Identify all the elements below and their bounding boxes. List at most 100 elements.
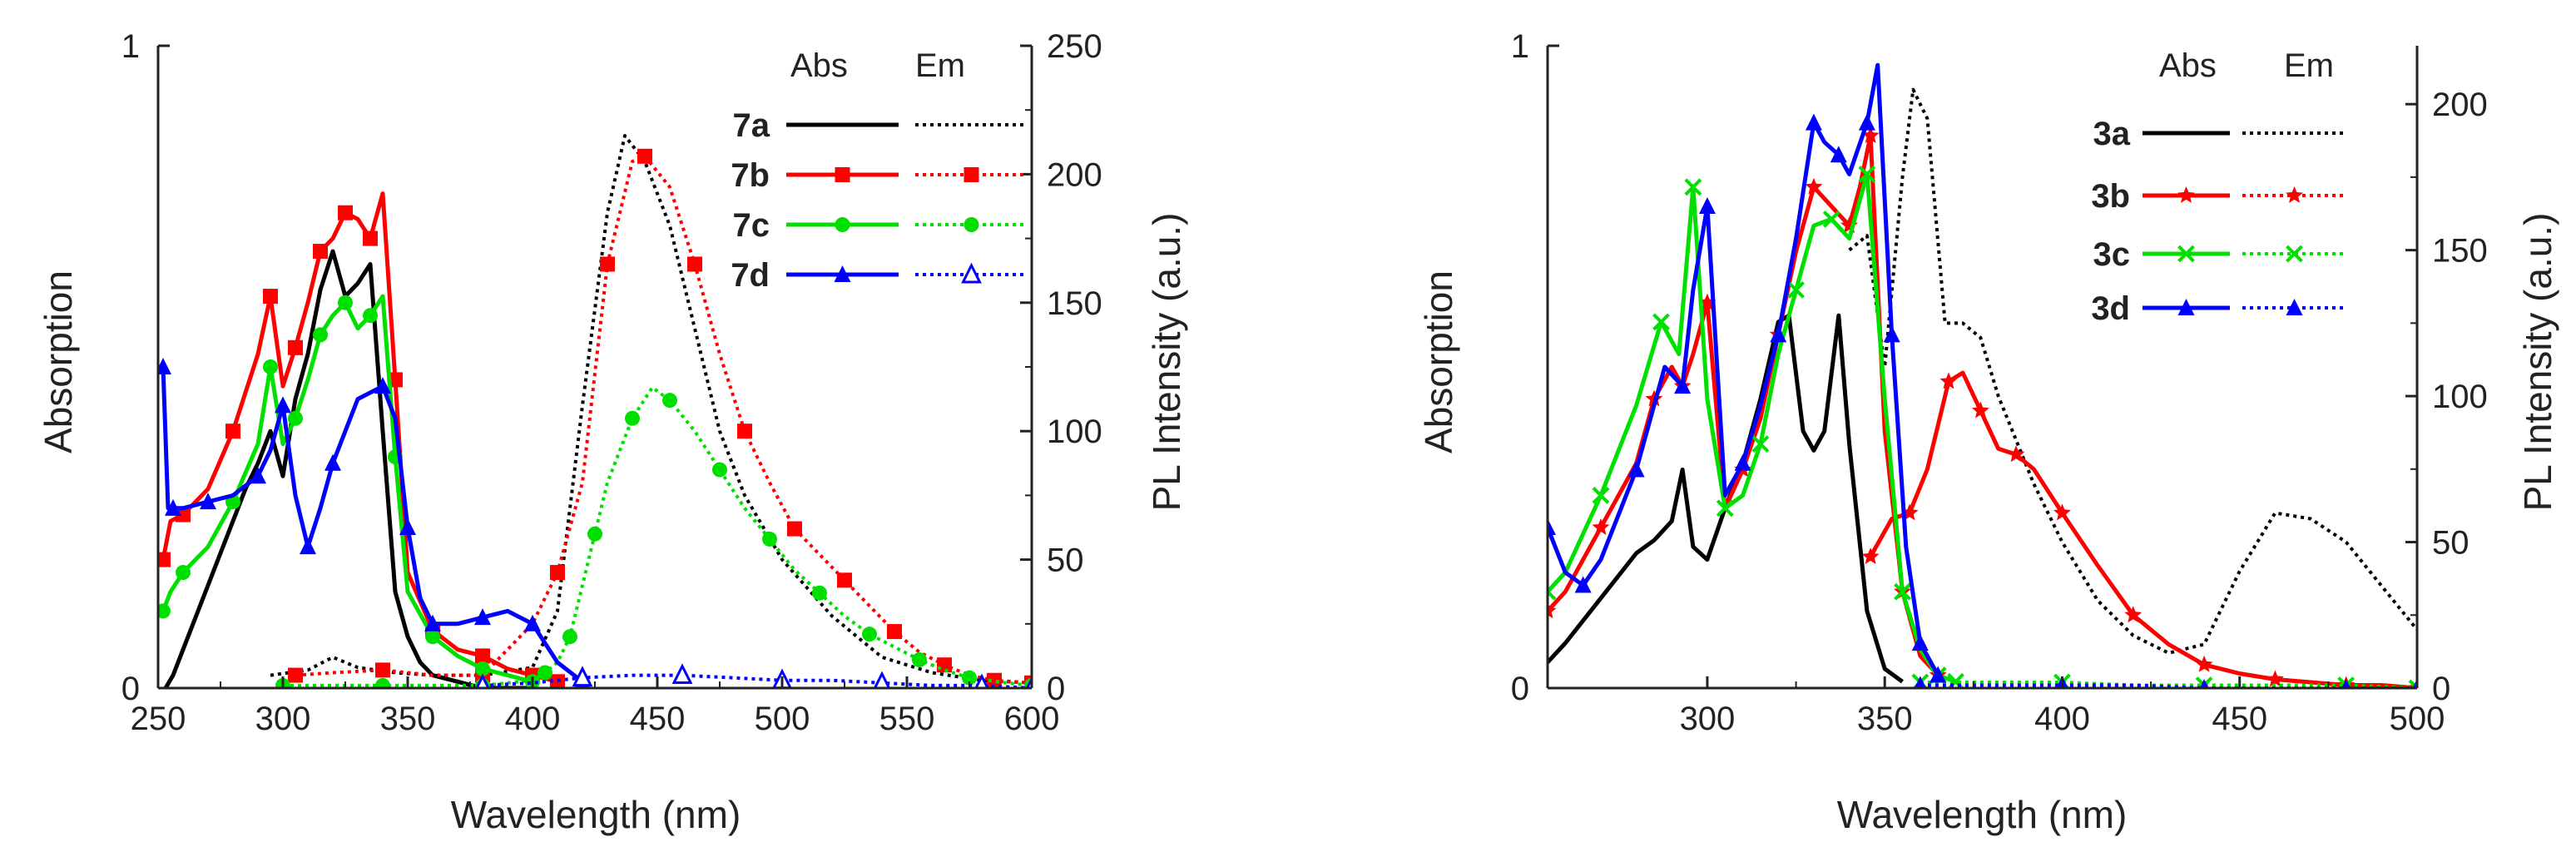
- y2-tick-label: 200: [1047, 156, 1102, 193]
- data-point-3d-abs: [1911, 633, 1929, 651]
- series-line-7d-abs: [161, 366, 584, 684]
- data-point-7d-em: [475, 673, 490, 688]
- data-point-3c-abs: [1716, 499, 1734, 518]
- series-line-3b-em: [1868, 370, 2417, 688]
- data-point-3d-em: [2199, 679, 2209, 688]
- data-point-7d-abs: [374, 377, 391, 394]
- legend-em-marker: [964, 167, 979, 182]
- data-point-7d-abs: [399, 518, 416, 535]
- y-tick-label: 1: [121, 28, 140, 65]
- legend-label: 3c: [2093, 236, 2131, 273]
- x-tick-label: 350: [380, 701, 436, 737]
- data-point-7c-em: [625, 410, 640, 426]
- data-point-7b-em: [637, 148, 652, 164]
- data-point-3b-em: [2195, 655, 2213, 672]
- data-point-3b-em: [1971, 401, 1989, 419]
- data-point-7d-abs: [424, 614, 441, 632]
- data-point-7b-em: [937, 657, 952, 673]
- y-axis-title: Absorption: [37, 270, 80, 453]
- x-tick-label: 550: [879, 701, 935, 737]
- legend-abs-marker: [2177, 299, 2195, 315]
- legend-em-marker: [2286, 245, 2303, 263]
- data-point-3c-abs: [1822, 210, 1840, 228]
- data-point-3d-em: [2341, 679, 2351, 688]
- legend-abs-marker: [2177, 186, 2195, 203]
- data-point-3b-em: [1939, 372, 1958, 389]
- data-point-7c-abs: [158, 603, 171, 619]
- data-point-3c-abs: [1684, 178, 1702, 196]
- data-point-7d-abs: [165, 498, 181, 516]
- x-tick-label: 450: [630, 701, 686, 737]
- data-point-7b-em: [737, 423, 752, 439]
- series-line-7a-em: [270, 134, 1032, 685]
- legend-header: Abs: [2159, 47, 2217, 84]
- data-point-3d-abs: [1770, 325, 1787, 343]
- x-tick-label: 350: [1857, 701, 1913, 737]
- y2-axis-title: PL Intensity (a.u.): [2516, 213, 2559, 512]
- data-point-3b-em: [2124, 606, 2143, 623]
- legend-label: 7d: [731, 257, 770, 294]
- series-line-7c-abs: [161, 294, 533, 684]
- series-line-7c-em: [283, 385, 1032, 687]
- data-point-3c-em: [2408, 679, 2417, 688]
- data-point-7d-abs: [324, 453, 341, 471]
- data-point-7b-abs: [225, 423, 240, 439]
- data-point-7b-em: [987, 672, 1002, 688]
- series-markers-3d-abs: [1548, 113, 1947, 683]
- series-line-3d-em: [1920, 683, 2417, 688]
- x-tick-label: 300: [1680, 701, 1736, 737]
- legend-abs-marker: [834, 265, 851, 282]
- series-markers-7b-em: [288, 148, 1032, 688]
- data-point-7b-abs: [313, 244, 328, 260]
- data-point-3d-abs: [1805, 113, 1822, 131]
- series-line-3c-abs: [1548, 171, 1957, 684]
- y2-tick-label: 0: [2432, 671, 2450, 707]
- x-axis-title: Wavelength (nm): [451, 793, 741, 836]
- x-tick-label: 500: [2390, 701, 2445, 737]
- data-point-7c-em: [762, 531, 777, 547]
- data-point-3d-abs: [1574, 576, 1592, 593]
- legend-header: Em: [915, 47, 965, 84]
- data-point-7c-abs: [363, 308, 378, 324]
- data-point-3c-abs: [1751, 435, 1770, 453]
- legend-label: 7c: [733, 207, 770, 244]
- data-point-3c-abs: [1894, 582, 1911, 601]
- legend-em-marker: [964, 217, 979, 232]
- data-point-7b-abs: [363, 230, 378, 246]
- y2-tick-label: 100: [1047, 414, 1102, 450]
- data-point-3d-abs: [1858, 113, 1875, 131]
- data-point-3b-abs: [1592, 518, 1610, 535]
- data-point-7b-em: [375, 662, 390, 678]
- data-point-7c-em: [562, 629, 577, 645]
- data-point-7c-em: [912, 652, 927, 668]
- legend-label: 7a: [733, 107, 770, 144]
- data-point-7c-abs: [263, 359, 278, 374]
- data-point-7c-em: [662, 393, 677, 409]
- data-point-7b-abs: [158, 552, 171, 567]
- data-point-7c-abs: [425, 629, 440, 645]
- data-point-7d-abs: [275, 396, 291, 414]
- data-point-7c-abs: [338, 295, 353, 310]
- data-point-7d-abs: [250, 467, 266, 484]
- data-point-3d-em: [1914, 676, 1927, 688]
- data-point-7b-abs: [288, 339, 303, 355]
- series-line-7a-abs: [163, 249, 533, 688]
- data-point-7d-em: [572, 666, 593, 687]
- data-point-7d-abs: [474, 608, 491, 626]
- y2-tick-label: 50: [2432, 525, 2469, 562]
- data-point-7b-abs: [263, 289, 278, 305]
- y2-axis-title: PL Intensity (a.u.): [1145, 213, 1188, 512]
- data-point-3d-abs: [1698, 197, 1716, 214]
- data-point-3b-abs: [1861, 126, 1880, 143]
- data-point-3c-abs: [1858, 165, 1876, 183]
- legend-em-marker: [961, 262, 982, 284]
- x-tick-label: 400: [505, 701, 561, 737]
- series-line-3a-em: [1848, 87, 2417, 655]
- data-point-3d-abs: [1627, 460, 1645, 478]
- series-markers-7d-em: [475, 663, 1032, 688]
- legend-abs-marker: [835, 217, 850, 232]
- y2-tick-label: 250: [1047, 28, 1102, 65]
- series-line-7b-abs: [161, 191, 558, 684]
- x-tick-label: 450: [2212, 701, 2267, 737]
